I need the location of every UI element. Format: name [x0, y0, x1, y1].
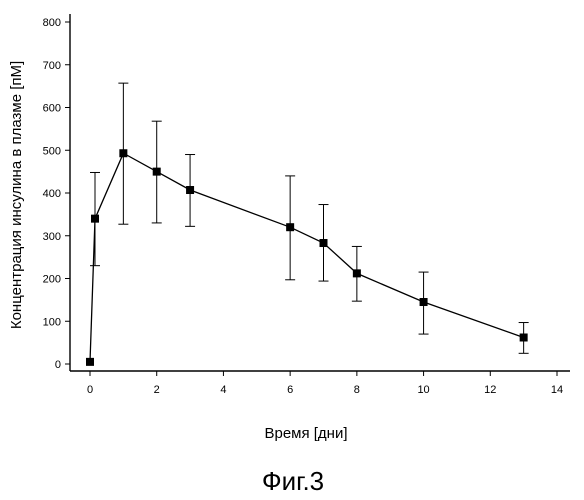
y-tick-label: 700 [43, 60, 61, 72]
data-point [153, 168, 161, 176]
y-axis-ticks: 0 100 200 300 400 500 600 700 800 [43, 17, 70, 371]
x-tick-label: 8 [354, 384, 360, 396]
data-point [420, 298, 428, 306]
data-point [186, 186, 194, 194]
x-tick-label: 0 [87, 384, 93, 396]
plot-area: 0 100 200 300 400 500 600 700 800 0 2 4 6 8 10 12 14 [43, 14, 570, 396]
y-tick-label: 600 [43, 103, 61, 115]
y-tick-label: 800 [43, 17, 61, 29]
x-tick-label: 10 [417, 384, 429, 396]
y-tick-label: 400 [43, 188, 61, 200]
x-tick-label: 6 [287, 384, 293, 396]
x-axis-title: Время [дни] [264, 425, 347, 442]
data-points [86, 149, 528, 366]
x-tick-label: 4 [220, 384, 226, 396]
y-axis-title: Концентрация инсулина в плазме [пМ] [8, 61, 25, 329]
series-line [90, 153, 524, 362]
data-point [520, 333, 528, 341]
x-tick-label: 2 [154, 384, 160, 396]
y-tick-label: 500 [43, 145, 61, 157]
data-point [286, 223, 294, 231]
data-point [119, 149, 127, 157]
y-tick-label: 100 [43, 316, 61, 328]
data-point [353, 269, 361, 277]
x-tick-label: 14 [551, 384, 563, 396]
y-tick-label: 300 [43, 231, 61, 243]
data-point [91, 215, 99, 223]
data-point [320, 239, 328, 247]
error-bars [90, 83, 529, 353]
x-tick-label: 12 [484, 384, 496, 396]
x-axis-ticks: 0 2 4 6 8 10 12 14 [87, 371, 563, 396]
y-tick-label: 0 [55, 359, 61, 371]
data-point [86, 358, 94, 366]
figure-caption: Фиг.3 [262, 466, 324, 496]
y-tick-label: 200 [43, 274, 61, 286]
